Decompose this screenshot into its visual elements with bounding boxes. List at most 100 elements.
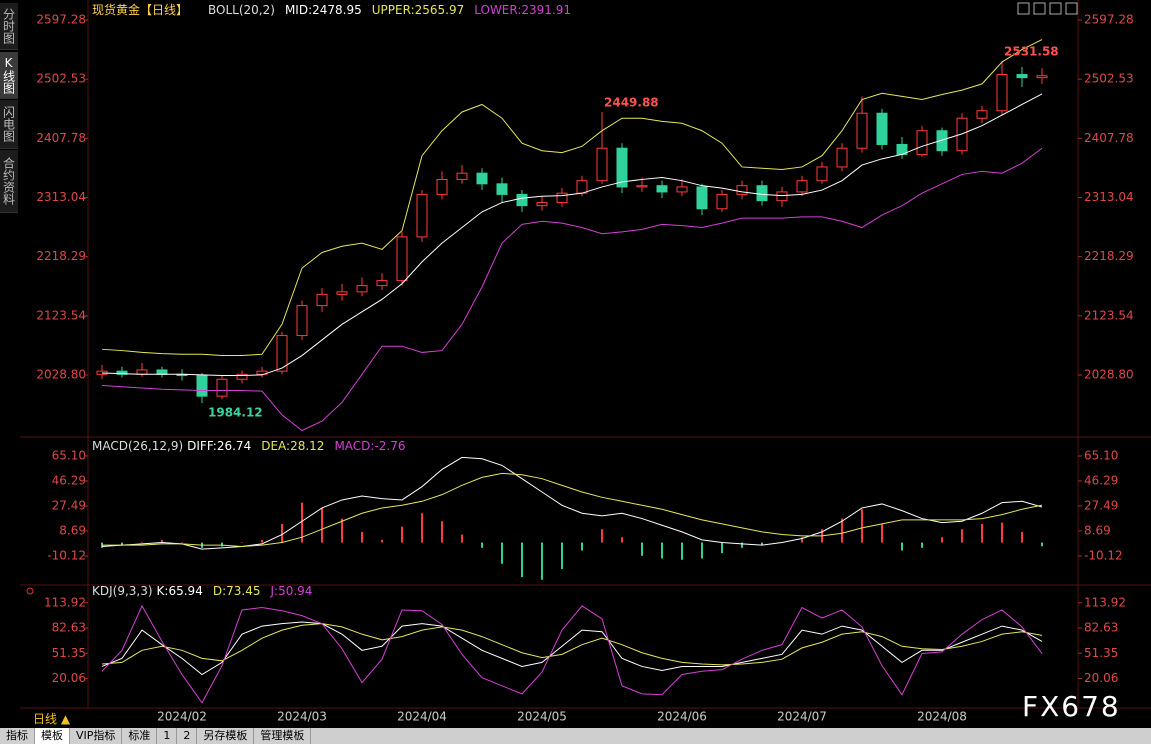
indicator-line (101, 623, 1043, 666)
macd-bar (161, 539, 163, 543)
macd-bar (941, 537, 943, 543)
legend-name: UPPER (372, 3, 411, 17)
x-tick-label: 2024/04 (397, 710, 447, 724)
candle-body (556, 192, 568, 204)
candle-body (576, 180, 588, 194)
macd-bar (521, 542, 523, 578)
y-tick-label: 8.69 (59, 523, 86, 537)
candle-body (276, 335, 288, 372)
candle-body (696, 186, 708, 210)
candle-body (836, 147, 848, 168)
sidebar-tab[interactable]: 分时图 (0, 3, 18, 50)
y-tick-label: 2313.04 (1084, 190, 1134, 204)
sidebar-tab[interactable]: K线图 (0, 52, 18, 99)
y-tick-label: 51.35 (52, 646, 86, 660)
macd-bar (541, 542, 543, 580)
legend-name: D (213, 584, 222, 598)
macd-bar (501, 542, 503, 564)
y-tick-label: 65.10 (1084, 448, 1118, 462)
macd-bar (901, 542, 903, 551)
toolbar-tab[interactable]: 模板 (35, 728, 70, 744)
y-tick-label: 2597.28 (1084, 13, 1134, 27)
macd-bar (281, 523, 283, 543)
toolbar: 指标 模板 VIP指标 标准 1 2 另存模板 管理模板 (0, 728, 1151, 744)
low-label: 1984.12 (208, 405, 263, 419)
indicator-line (101, 147, 1043, 432)
button[interactable] (1033, 2, 1046, 15)
sidebar-tab[interactable]: 闪电图 (0, 100, 18, 149)
legend: 现货黄金【日线】 BOLL(20,2) MID:2478.95 UPPER:2565.… (92, 2, 571, 17)
y-tick-label: 2502.53 (36, 72, 86, 86)
y-tick-label: 65.10 (52, 448, 86, 462)
candle-body (416, 193, 428, 238)
macd-bar (1041, 542, 1043, 547)
macd-bar (561, 542, 563, 570)
high-label: 2449.88 (604, 96, 659, 110)
candle-body (376, 280, 388, 287)
y-tick-label: 46.29 (52, 473, 86, 487)
legend-name: J (269, 584, 274, 598)
chart-title: KDJ(9,3,3) (92, 584, 153, 598)
y-tick-label: 82.63 (52, 621, 86, 635)
toolbar-tab[interactable]: 管理模板 (254, 728, 312, 744)
toolbar-tab[interactable]: 另存模板 (197, 728, 255, 744)
y-tick-label: 2407.78 (1084, 131, 1134, 145)
y-tick-label: -10.12 (47, 548, 86, 562)
macd-bar (721, 542, 723, 554)
chart-title: MACD(26,12,9) (92, 439, 183, 453)
y-tick-label: 51.35 (1084, 646, 1118, 660)
candle-body (136, 369, 148, 375)
candle-body (796, 180, 808, 193)
button[interactable] (1049, 2, 1062, 15)
button[interactable] (1065, 2, 1078, 15)
y-tick-label: 82.63 (1084, 621, 1118, 635)
candle-body (456, 172, 468, 180)
macd-bar (641, 542, 643, 556)
toolbar-tab[interactable]: VIP指标 (70, 728, 123, 744)
candle-body (856, 112, 868, 149)
indicator-line (101, 604, 1043, 704)
legend-separator: : (370, 439, 374, 453)
legend-separator: : (286, 439, 290, 453)
y-tick-label: 8.69 (1084, 523, 1111, 537)
period-selector[interactable]: 日线 ▲ (33, 712, 71, 726)
chart-title: 现货黄金【日线】 (92, 2, 188, 17)
toolbar-tab[interactable]: 1 (157, 728, 178, 744)
legend-value: 65.94 (168, 584, 202, 598)
candle-body (756, 185, 768, 202)
toolbar-tab[interactable]: 2 (177, 728, 198, 744)
toolbar-tab[interactable]: 标准 (122, 728, 158, 744)
candle-body (996, 74, 1008, 112)
y-tick-label: 2218.29 (36, 249, 86, 263)
macd-bar (1001, 522, 1003, 543)
candle-body (336, 291, 348, 295)
macd-bar (741, 542, 743, 548)
toolbar-tab[interactable]: 指标 (0, 728, 35, 744)
candle-body (736, 185, 748, 195)
y-tick-label: 2597.28 (36, 13, 86, 27)
macd-bar (661, 542, 663, 559)
y-tick-label: 2313.04 (36, 190, 86, 204)
sidebar-tab[interactable]: 合约资料 (0, 150, 18, 213)
macd-bar (621, 537, 623, 543)
y-tick-label: 2502.53 (1084, 72, 1134, 86)
candle-body (716, 193, 728, 210)
legend-separator: : (222, 584, 226, 598)
macd-bar (441, 521, 443, 543)
macd-bar (601, 529, 603, 543)
legend: MACD(26,12,9) DIFF:26.74 DEA:28.12 MACD:-2.… (92, 439, 406, 453)
window-buttons[interactable] (1017, 2, 1078, 15)
macd-bar (881, 523, 883, 543)
button[interactable] (1017, 2, 1030, 15)
candle-body (196, 375, 208, 397)
macd-bar (921, 542, 923, 548)
panel-icon (26, 587, 34, 595)
macd-bar (301, 502, 303, 543)
candle-body (876, 112, 888, 145)
y-tick-label: 113.92 (1084, 595, 1126, 609)
y-tick-label: 20.06 (1084, 671, 1118, 685)
macd-bar (321, 507, 323, 543)
candle-body (1036, 75, 1048, 79)
macd-bar (981, 523, 983, 543)
